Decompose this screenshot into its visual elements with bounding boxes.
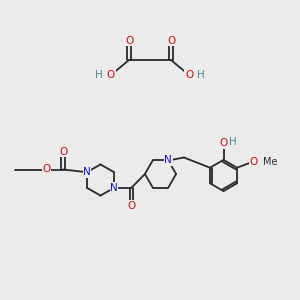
Text: O: O: [185, 70, 193, 80]
Text: O: O: [219, 138, 228, 148]
Text: H: H: [197, 70, 205, 80]
Text: O: O: [125, 35, 133, 46]
Text: O: O: [59, 146, 67, 157]
Text: Me: Me: [262, 157, 277, 167]
Text: H: H: [95, 70, 103, 80]
Text: N: N: [83, 167, 91, 177]
Text: N: N: [164, 155, 172, 166]
Text: N: N: [110, 183, 118, 193]
Text: O: O: [127, 201, 136, 211]
Text: O: O: [42, 164, 51, 175]
Text: H: H: [230, 137, 237, 147]
Text: O: O: [107, 70, 115, 80]
Text: O: O: [249, 157, 258, 167]
Text: O: O: [167, 35, 175, 46]
